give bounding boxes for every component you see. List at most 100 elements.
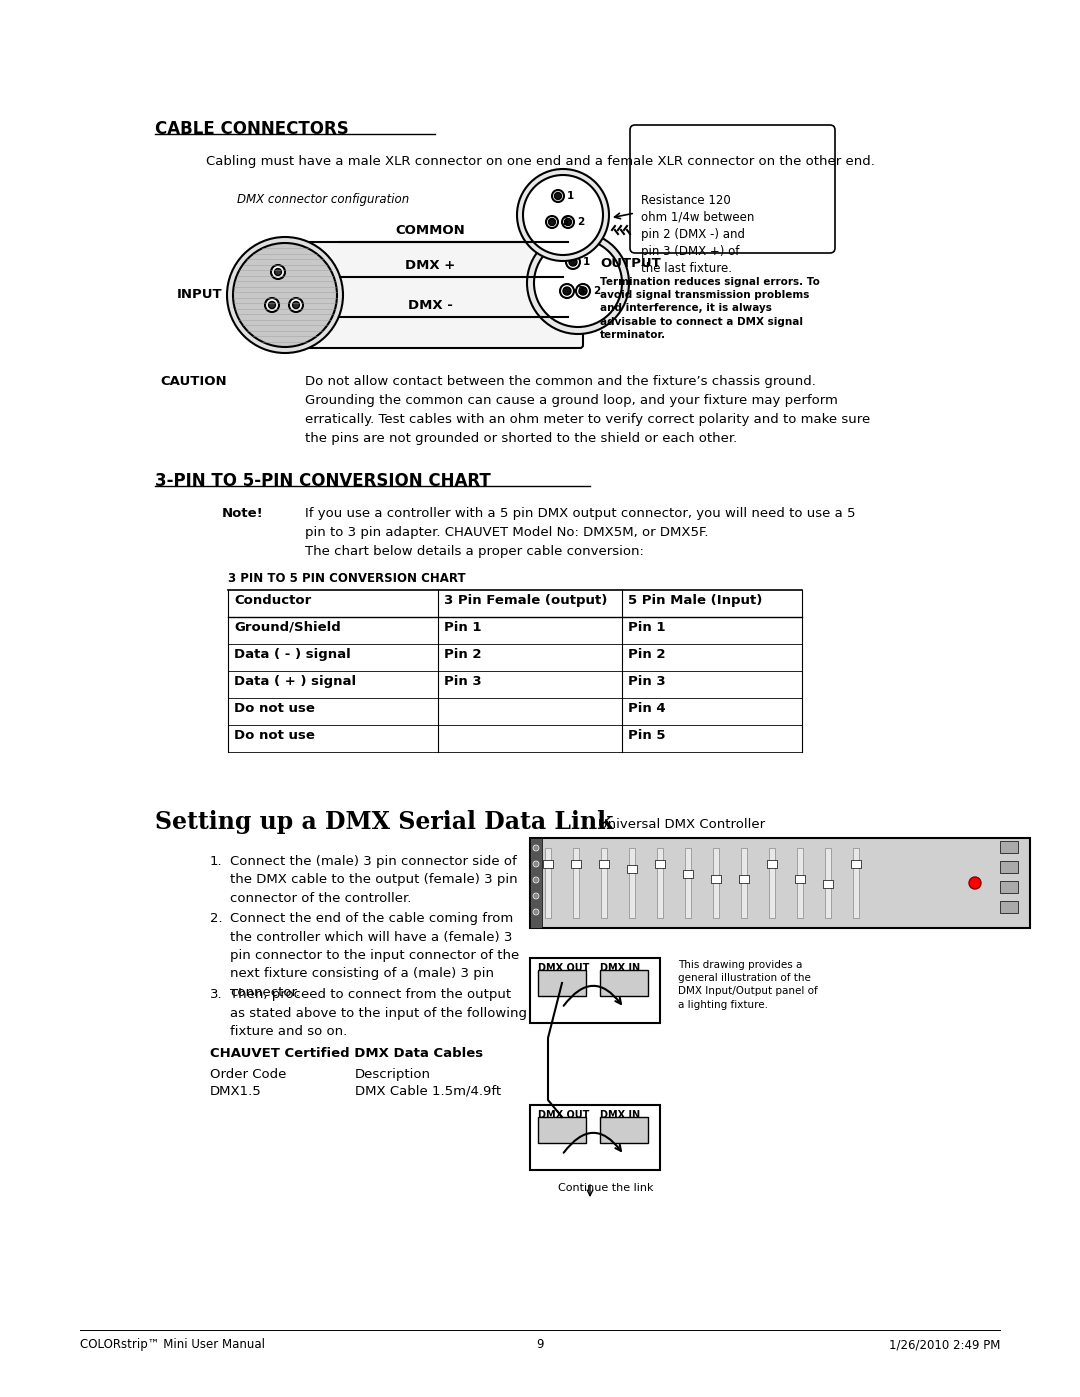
Bar (1000, 861, 1018, 873)
Bar (573, 848, 579, 918)
Text: 1/26/2010 2:49 PM: 1/26/2010 2:49 PM (889, 1338, 1000, 1351)
Bar (797, 848, 804, 918)
Text: 3 Pin Female (output): 3 Pin Female (output) (444, 594, 607, 608)
Text: Description: Description (355, 1067, 431, 1081)
Text: OUTPUT: OUTPUT (600, 257, 661, 270)
Circle shape (546, 217, 558, 228)
Text: Do not allow contact between the common and the fixture’s chassis ground.
Ground: Do not allow contact between the common … (305, 374, 870, 446)
Circle shape (233, 243, 337, 346)
Bar (629, 848, 635, 918)
Text: 3 PIN TO 5 PIN CONVERSION CHART: 3 PIN TO 5 PIN CONVERSION CHART (228, 571, 465, 585)
Circle shape (227, 237, 343, 353)
Bar (530, 838, 542, 928)
Circle shape (534, 845, 539, 851)
Text: Setting up a DMX Serial Data Link: Setting up a DMX Serial Data Link (156, 810, 613, 834)
Circle shape (969, 877, 981, 888)
Bar (600, 970, 648, 996)
Text: 3.: 3. (210, 988, 222, 1002)
Text: DMX OUT: DMX OUT (538, 1111, 590, 1120)
Text: Resistance 120
ohm 1/4w between
pin 2 (DMX -) and
pin 3 (DMX +) of
the last fixt: Resistance 120 ohm 1/4w between pin 2 (D… (642, 194, 754, 275)
Text: Order Code: Order Code (210, 1067, 286, 1081)
Bar (571, 865, 581, 873)
Circle shape (269, 302, 275, 309)
Text: 1.: 1. (210, 855, 222, 868)
Bar (713, 848, 719, 918)
Text: Pin 1: Pin 1 (627, 622, 665, 634)
Text: 2: 2 (577, 217, 584, 226)
Circle shape (576, 284, 590, 298)
Bar (530, 838, 1030, 928)
Bar (530, 1105, 660, 1171)
Text: DMX1.5: DMX1.5 (210, 1085, 261, 1098)
Bar (825, 848, 831, 918)
Bar (1000, 841, 1018, 854)
Circle shape (534, 877, 539, 883)
Text: 2: 2 (593, 286, 600, 296)
Bar (767, 875, 777, 883)
FancyBboxPatch shape (630, 124, 835, 253)
FancyBboxPatch shape (297, 242, 583, 348)
Text: CHAUVET Certified DMX Data Cables: CHAUVET Certified DMX Data Cables (210, 1046, 483, 1060)
Bar (685, 848, 691, 918)
Text: COMMON: COMMON (395, 224, 464, 237)
Text: 1: 1 (583, 257, 591, 267)
Text: Pin 2: Pin 2 (444, 648, 482, 661)
Bar (741, 848, 747, 918)
Text: INPUT: INPUT (176, 289, 222, 302)
Bar (530, 958, 660, 1023)
Text: 2.: 2. (210, 912, 222, 925)
Text: CAUTION: CAUTION (160, 374, 227, 388)
Bar (538, 970, 586, 996)
Circle shape (534, 909, 539, 915)
Text: Data ( - ) signal: Data ( - ) signal (234, 648, 351, 661)
Text: DMX IN: DMX IN (600, 1111, 640, 1120)
Bar (543, 875, 553, 883)
Text: 1: 1 (567, 191, 575, 201)
Text: DMX OUT: DMX OUT (538, 963, 590, 972)
Text: Conductor: Conductor (234, 594, 311, 608)
Text: 3: 3 (577, 286, 584, 296)
Bar (538, 1118, 586, 1143)
Bar (739, 855, 750, 863)
Bar (545, 848, 551, 918)
Bar (1000, 901, 1018, 914)
Circle shape (265, 298, 279, 312)
Bar (711, 855, 721, 863)
Text: Do not use: Do not use (234, 703, 315, 715)
Text: CABLE CONNECTORS: CABLE CONNECTORS (156, 120, 349, 138)
Text: DMX Cable 1.5m/4.9ft: DMX Cable 1.5m/4.9ft (355, 1085, 501, 1098)
Text: Data ( + ) signal: Data ( + ) signal (234, 675, 356, 687)
Circle shape (289, 298, 303, 312)
Text: Ground/Shield: Ground/Shield (234, 622, 341, 634)
Bar (823, 855, 833, 863)
Circle shape (565, 218, 571, 225)
Text: Connect the end of the cable coming from
the controller which will have a (femal: Connect the end of the cable coming from… (230, 912, 519, 999)
Text: If you use a controller with a 5 pin DMX output connector, you will need to use : If you use a controller with a 5 pin DMX… (305, 507, 855, 557)
Circle shape (534, 861, 539, 868)
Circle shape (562, 217, 573, 228)
Text: Do not use: Do not use (234, 729, 315, 742)
Text: Connect the (male) 3 pin connector side of
the DMX cable to the output (female) : Connect the (male) 3 pin connector side … (230, 855, 517, 905)
Bar (654, 870, 665, 877)
Bar (599, 875, 609, 883)
Bar (683, 855, 693, 863)
Circle shape (566, 256, 580, 270)
Text: This drawing provides a
general illustration of the
DMX Input/Output panel of
a : This drawing provides a general illustra… (678, 960, 818, 1010)
Text: 3: 3 (561, 217, 568, 226)
Text: Universal DMX Controller: Universal DMX Controller (598, 819, 765, 831)
Text: 3-PIN TO 5-PIN CONVERSION CHART: 3-PIN TO 5-PIN CONVERSION CHART (156, 472, 490, 490)
Text: Continue the link: Continue the link (558, 1183, 653, 1193)
Text: COLORstrip™ Mini User Manual: COLORstrip™ Mini User Manual (80, 1338, 265, 1351)
Text: Pin 3: Pin 3 (444, 675, 482, 687)
Text: Pin 1: Pin 1 (444, 622, 482, 634)
Circle shape (549, 218, 555, 225)
Bar (600, 1118, 648, 1143)
Circle shape (554, 193, 562, 200)
Text: DMX connector configuration: DMX connector configuration (237, 193, 409, 205)
Text: Pin 5: Pin 5 (627, 729, 665, 742)
Text: Termination reduces signal errors. To
avoid signal transmission problems
and int: Termination reduces signal errors. To av… (600, 277, 820, 339)
Circle shape (534, 239, 622, 327)
Bar (769, 848, 775, 918)
Circle shape (534, 893, 539, 900)
Circle shape (563, 286, 571, 295)
